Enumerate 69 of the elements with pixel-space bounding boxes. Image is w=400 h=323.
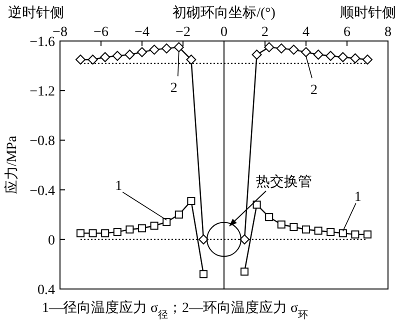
point (174, 42, 184, 52)
point (200, 270, 208, 278)
point (252, 50, 262, 60)
point (326, 50, 336, 61)
point (162, 218, 171, 226)
text: 1—径向温度应力 σ$_{径}$；2—环向温度应力 σ$_{环}$ (42, 300, 308, 320)
y-axis-title: 应力/MPa (4, 135, 20, 194)
annotation: 2 (310, 83, 318, 98)
annotation: 热交换管 (256, 174, 312, 190)
x-tick-label: 4 (302, 25, 310, 40)
x-tick-label: −4 (134, 25, 150, 40)
point (350, 53, 360, 64)
point (101, 229, 110, 238)
point (288, 44, 299, 55)
point (314, 226, 322, 235)
point (126, 225, 134, 234)
point (186, 54, 196, 65)
y-tick-label: −0.4 (30, 184, 55, 199)
point (76, 54, 86, 65)
point (301, 47, 311, 58)
point (100, 52, 110, 62)
point (362, 54, 372, 65)
point (162, 43, 172, 54)
point (137, 47, 147, 58)
text: 逆时针侧 (8, 5, 64, 21)
x-tick-label: 2 (262, 25, 268, 40)
x-tick-label: 0 (220, 25, 228, 40)
y-tick-label: 0 (48, 233, 55, 248)
point (76, 229, 84, 238)
x-tick-label: 6 (344, 25, 350, 40)
point (138, 224, 146, 232)
point (276, 43, 286, 54)
y-tick-label: 0.4 (38, 283, 55, 298)
point (338, 52, 348, 62)
point (150, 222, 158, 230)
point (252, 200, 261, 209)
point (290, 223, 298, 231)
point (174, 210, 183, 219)
y-tick-label: −1.2 (30, 84, 55, 100)
point (338, 229, 347, 238)
x-tick-label: −2 (176, 25, 190, 40)
point (364, 230, 372, 238)
point (124, 50, 135, 60)
annotation: 1 (354, 190, 362, 206)
point (88, 54, 98, 65)
y-tick-label: −1.6 (30, 35, 55, 50)
point (187, 196, 196, 205)
point (149, 44, 160, 55)
point (265, 213, 274, 222)
x-tick-label: 8 (384, 25, 392, 40)
point (240, 234, 250, 244)
point (326, 228, 335, 236)
x-tick-label: −6 (94, 25, 108, 40)
point (198, 234, 208, 244)
point (113, 228, 122, 236)
point (88, 229, 97, 238)
point (302, 225, 310, 234)
point (351, 230, 360, 238)
text: 顺时针侧 (340, 5, 396, 21)
annotation: 1 (115, 179, 122, 194)
point (112, 50, 122, 61)
y-tick-label: −0.8 (30, 134, 55, 150)
point (313, 50, 324, 60)
annotation: 2 (170, 81, 178, 96)
x-axis-title: 初砌环向坐标/(°) (172, 5, 276, 21)
x-tick-label: −8 (52, 25, 68, 40)
point (240, 268, 248, 276)
point (277, 220, 286, 229)
point (264, 42, 274, 52)
